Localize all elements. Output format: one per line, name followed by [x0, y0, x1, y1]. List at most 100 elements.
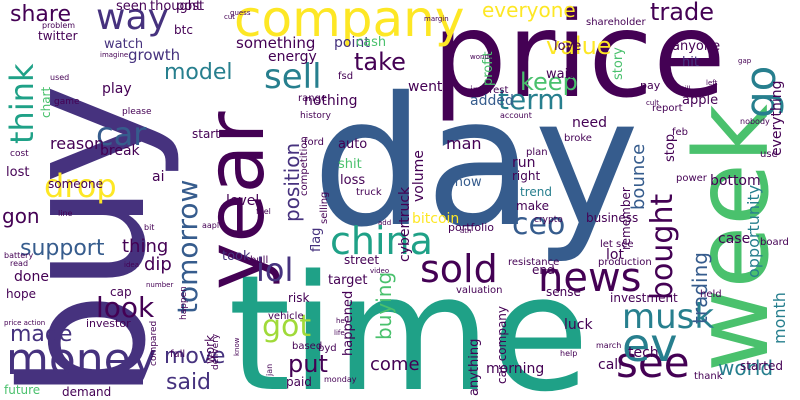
word: broke — [564, 133, 592, 144]
word: production — [598, 257, 652, 268]
word: flag — [309, 227, 324, 252]
word: ai — [152, 169, 165, 185]
word: value — [546, 32, 612, 60]
word: ath — [460, 227, 472, 235]
word: bitcoin — [412, 211, 460, 227]
word: plan — [526, 147, 548, 158]
word: call — [598, 357, 623, 373]
word: demand — [62, 385, 112, 399]
word: volume — [411, 150, 427, 202]
word: term — [498, 83, 565, 116]
word: sold — [420, 247, 498, 291]
word: thing — [122, 236, 169, 257]
word: thank — [694, 371, 723, 382]
word: used — [50, 73, 70, 82]
word: lot — [606, 247, 624, 263]
word: target — [328, 273, 368, 288]
word: street — [344, 253, 380, 267]
word: help — [560, 349, 578, 358]
word: guess — [230, 9, 251, 17]
word: story — [611, 47, 626, 80]
word: ford — [304, 137, 324, 148]
word: said — [166, 370, 212, 395]
word: model — [164, 60, 233, 85]
word: sell — [264, 57, 322, 97]
word: done — [14, 269, 49, 285]
word: dip — [144, 254, 172, 275]
word: bought — [645, 193, 680, 300]
word: delivery — [211, 333, 221, 370]
word: read — [10, 259, 29, 268]
word: sense — [546, 285, 581, 299]
word: power — [676, 173, 707, 184]
word: play — [102, 81, 132, 97]
word: trade — [650, 0, 714, 26]
word: number — [146, 281, 174, 289]
word: resistance — [508, 257, 560, 268]
word: margin — [424, 15, 449, 23]
word: nothing — [304, 93, 358, 109]
word: btc — [174, 23, 193, 37]
word: history — [300, 111, 331, 121]
word: imagine — [100, 51, 129, 59]
word: something — [236, 34, 316, 52]
word: run — [512, 155, 536, 171]
word: drop — [44, 167, 117, 205]
word: risk — [288, 291, 310, 305]
word: held — [700, 289, 722, 300]
word: game — [54, 97, 80, 107]
word: show — [448, 175, 482, 190]
word: loss — [340, 173, 366, 188]
word: buying — [372, 271, 396, 340]
word: month — [770, 292, 789, 344]
word: shareholder — [586, 17, 646, 28]
word: video — [370, 267, 390, 275]
word: wonder — [470, 53, 497, 61]
word: share — [10, 2, 71, 27]
word: life — [334, 329, 345, 337]
word: point — [334, 35, 370, 51]
word: know — [233, 337, 241, 357]
word: investment — [610, 291, 678, 305]
word: ceo — [512, 207, 566, 242]
word: level — [226, 193, 260, 209]
word: money — [6, 334, 157, 385]
word: business — [586, 211, 639, 225]
word: end — [532, 263, 555, 277]
word: made — [10, 322, 73, 347]
word: wait — [546, 67, 574, 82]
word: lol — [256, 251, 294, 289]
word: feb — [672, 127, 689, 138]
word: valuation — [456, 285, 503, 296]
word: crypto — [534, 215, 563, 225]
word: trend — [520, 185, 552, 199]
word: fsd — [338, 71, 354, 82]
word: chart — [39, 86, 53, 118]
word: everything — [769, 80, 785, 156]
word: investor — [86, 317, 131, 330]
word: hey — [336, 317, 349, 325]
word: think — [3, 63, 41, 144]
word: auto — [338, 137, 368, 152]
word: break — [100, 143, 140, 159]
word: vehicle — [268, 311, 304, 322]
word: add — [378, 219, 392, 227]
word: growth — [128, 46, 181, 64]
word: twitter — [38, 29, 78, 43]
word: till — [682, 85, 691, 93]
word: stop — [663, 133, 678, 162]
word: car — [96, 115, 147, 153]
word: tech — [628, 345, 659, 361]
word: battery — [4, 251, 34, 260]
word: monday — [324, 375, 357, 384]
word: chance — [616, 89, 642, 97]
word: future — [4, 383, 41, 397]
word: thought — [150, 0, 202, 14]
word: car company — [495, 305, 509, 384]
word: let see — [600, 239, 634, 250]
word: got — [262, 309, 312, 344]
word: aapl — [202, 221, 220, 230]
word: right — [512, 169, 541, 183]
word: bit — [144, 223, 155, 232]
